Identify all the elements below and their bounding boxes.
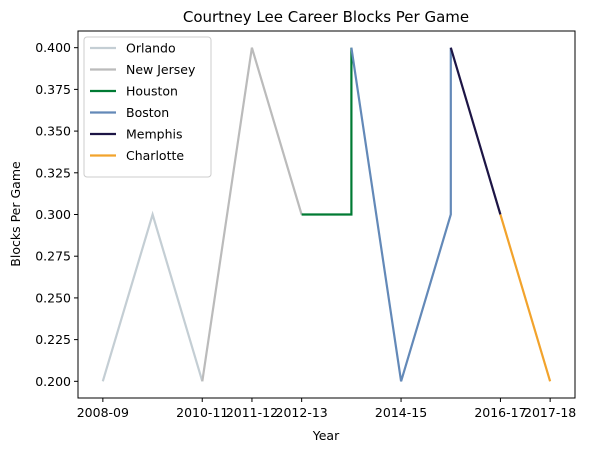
y-axis: 0.200 0.225 0.250 0.275 0.300 0.325 0.350 0.375… xyxy=(35,40,78,389)
series-line-memphis xyxy=(451,48,501,215)
y-tick-label: 0.200 xyxy=(35,374,71,389)
y-tick-label: 0.325 xyxy=(35,165,71,180)
legend: Orlando New Jersey Houston Boston Memphis Cha… xyxy=(84,37,211,177)
series-line-charlotte xyxy=(500,215,550,382)
legend-label: Charlotte xyxy=(126,148,184,163)
y-tick-label: 0.300 xyxy=(35,207,71,222)
y-tick-label: 0.275 xyxy=(35,249,71,264)
legend-label: Boston xyxy=(126,105,169,120)
x-tick-label: 2010-11 xyxy=(176,405,228,420)
x-tick-label: 2012-13 xyxy=(276,405,328,420)
y-tick-label: 0.350 xyxy=(35,124,71,139)
series-line-new-jersey xyxy=(202,48,301,382)
x-tick-label: 2008-09 xyxy=(77,405,129,420)
series-line-boston xyxy=(351,48,450,382)
series-line-orlando xyxy=(103,215,203,382)
x-tick-label: 2017-18 xyxy=(524,405,576,420)
x-tick-label: 2011-12 xyxy=(226,405,278,420)
legend-label: Orlando xyxy=(126,41,176,56)
x-axis-label: Year xyxy=(312,428,340,443)
legend-label: New Jersey xyxy=(126,62,196,77)
chart-title: Courtney Lee Career Blocks Per Game xyxy=(183,8,469,26)
x-tick-label: 2014-15 xyxy=(375,405,427,420)
y-tick-label: 0.250 xyxy=(35,290,71,305)
y-tick-label: 0.375 xyxy=(35,82,71,97)
legend-label: Houston xyxy=(126,84,178,99)
legend-label: Memphis xyxy=(126,127,183,142)
y-tick-label: 0.400 xyxy=(35,40,71,55)
series-line-houston xyxy=(302,48,352,215)
x-tick-label: 2016-17 xyxy=(474,405,526,420)
y-axis-label: Blocks Per Game xyxy=(8,161,23,267)
y-tick-label: 0.225 xyxy=(35,332,71,347)
